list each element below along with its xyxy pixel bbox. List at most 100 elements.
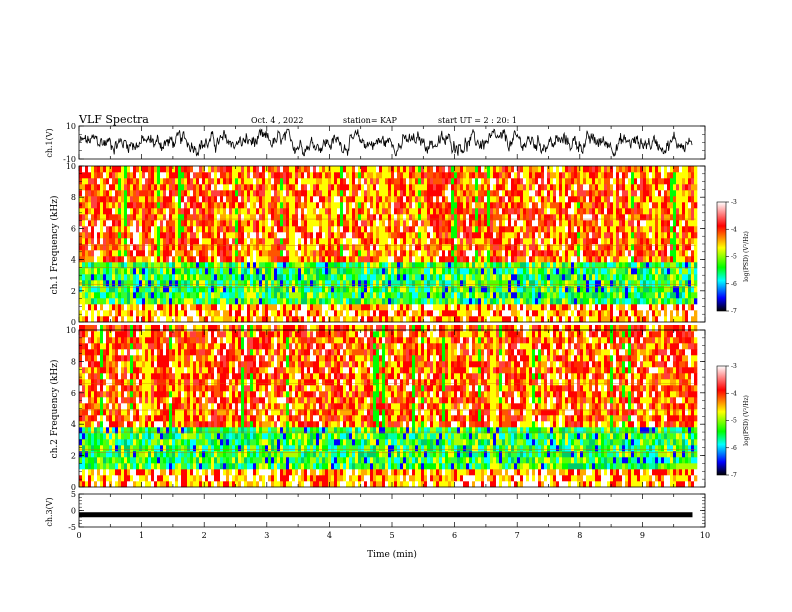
spectrogram-cell bbox=[139, 244, 143, 251]
spectrogram-cell bbox=[121, 310, 125, 317]
spectrogram-cell bbox=[607, 316, 611, 323]
spectrogram-cell bbox=[418, 256, 422, 263]
spectrogram-cell bbox=[142, 244, 146, 251]
spectrogram-cell bbox=[262, 286, 266, 293]
spectrogram-cell bbox=[154, 292, 158, 299]
spectrogram-cell bbox=[289, 298, 293, 305]
spectrogram-cell bbox=[541, 280, 545, 287]
spectrogram-cell bbox=[109, 226, 113, 233]
spectrogram-cell bbox=[220, 250, 224, 257]
spectrogram-cell bbox=[187, 184, 191, 191]
spectrogram-cell bbox=[397, 292, 401, 299]
spectrogram-cell bbox=[178, 190, 182, 197]
spectrogram-cell bbox=[559, 304, 563, 311]
spectrogram-cell bbox=[214, 256, 218, 263]
spectrogram-cell bbox=[358, 190, 362, 197]
spectrogram-cell bbox=[373, 214, 377, 221]
spectrogram-cell bbox=[625, 274, 629, 281]
spectrogram-cell bbox=[427, 166, 431, 173]
spectrogram-cell bbox=[223, 286, 227, 293]
spectrogram-cell bbox=[274, 280, 278, 287]
spectrogram-cell bbox=[355, 268, 359, 275]
spectrogram-cell bbox=[361, 190, 365, 197]
spectrogram-cell bbox=[175, 268, 179, 275]
spectrogram-cell bbox=[394, 292, 398, 299]
spectrogram-cell bbox=[478, 196, 482, 203]
spectrogram-cell bbox=[598, 268, 602, 275]
spectrogram-cell bbox=[103, 208, 107, 215]
spectrogram-cell bbox=[406, 310, 410, 317]
spectrogram-cell bbox=[250, 286, 254, 293]
spectrogram-cell bbox=[367, 178, 371, 185]
spectrogram-cell bbox=[244, 304, 248, 311]
spectrogram-cell bbox=[268, 196, 272, 203]
spectrogram-cell bbox=[97, 298, 101, 305]
spectrogram-cell bbox=[145, 226, 149, 233]
spectrogram-cell bbox=[544, 262, 548, 269]
spectrogram-cell bbox=[523, 166, 527, 173]
spectrogram-cell bbox=[364, 166, 368, 173]
spectrogram-cell bbox=[514, 310, 518, 317]
spectrogram-cell bbox=[85, 244, 89, 251]
spectrogram-cell bbox=[157, 238, 161, 245]
spectrogram-cell bbox=[373, 310, 377, 317]
spectrogram-cell bbox=[589, 250, 593, 257]
spectrogram-cell bbox=[247, 232, 251, 239]
spectrogram-cell bbox=[346, 256, 350, 263]
spectrogram-cell bbox=[397, 286, 401, 293]
spectrogram-cell bbox=[457, 310, 461, 317]
spectrogram-cell bbox=[250, 256, 254, 263]
spectrogram-cell bbox=[571, 298, 575, 305]
spectrogram-cell bbox=[244, 310, 248, 317]
spectrogram-cell bbox=[322, 298, 326, 305]
spectrogram-cell bbox=[112, 220, 116, 227]
spectrogram-cell bbox=[91, 202, 95, 209]
spectrogram-cell bbox=[412, 256, 416, 263]
spectrogram-cell bbox=[343, 208, 347, 215]
spectrogram-cell bbox=[316, 196, 320, 203]
spectrogram-cell bbox=[91, 298, 95, 305]
spectrogram-cell bbox=[451, 202, 455, 209]
spectrogram-cell bbox=[406, 274, 410, 281]
spectrogram-cell bbox=[241, 214, 245, 221]
spectrogram-cell bbox=[235, 316, 239, 323]
spectrogram-cell bbox=[160, 172, 164, 179]
spectrogram-cell bbox=[523, 190, 527, 197]
spectrogram-cell bbox=[406, 172, 410, 179]
spectrogram-cell bbox=[340, 262, 344, 269]
spectrogram-cell bbox=[505, 214, 509, 221]
spectrogram-cell bbox=[79, 226, 83, 233]
spectrogram-cell bbox=[157, 208, 161, 215]
spectrogram-cell bbox=[235, 244, 239, 251]
spectrogram-cell bbox=[532, 250, 536, 257]
spectrogram-cell bbox=[100, 202, 104, 209]
spectrogram-cell bbox=[622, 292, 626, 299]
spectrogram-cell bbox=[622, 178, 626, 185]
spectrogram-cell bbox=[502, 238, 506, 245]
spectrogram-cell bbox=[409, 280, 413, 287]
spectrogram-cell bbox=[514, 244, 518, 251]
spectrogram-cell bbox=[469, 178, 473, 185]
spectrogram-cell bbox=[481, 196, 485, 203]
spectrogram-cell bbox=[385, 298, 389, 305]
spectrogram-cell bbox=[292, 226, 296, 233]
spectrogram-cell bbox=[409, 196, 413, 203]
spectrogram-cell bbox=[196, 274, 200, 281]
spectrogram-cell bbox=[526, 196, 530, 203]
spectrogram-cell bbox=[541, 220, 545, 227]
spectrogram-cell bbox=[166, 196, 170, 203]
spectrogram-cell bbox=[253, 238, 257, 245]
spectrogram-cell bbox=[577, 268, 581, 275]
spectrogram-cell bbox=[367, 166, 371, 173]
spectrogram-cell bbox=[466, 268, 470, 275]
spectrogram-cell bbox=[187, 226, 191, 233]
spectrogram-cell bbox=[508, 166, 512, 173]
spectrogram-cell bbox=[502, 268, 506, 275]
spectrogram-cell bbox=[460, 196, 464, 203]
spectrogram-cell bbox=[262, 190, 266, 197]
spectrogram-cell bbox=[112, 190, 116, 197]
spectrogram-cell bbox=[166, 202, 170, 209]
spectrogram-cell bbox=[94, 256, 98, 263]
spectrogram-cell bbox=[223, 268, 227, 275]
spectrogram-cell bbox=[448, 196, 452, 203]
